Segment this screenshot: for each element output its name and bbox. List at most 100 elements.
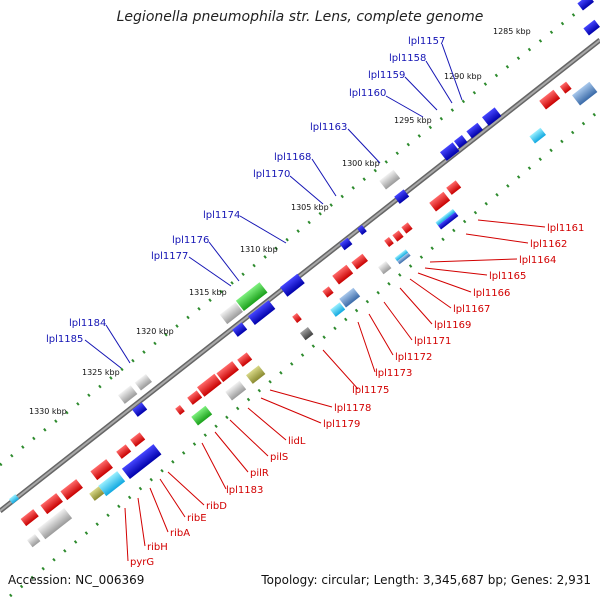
gene-label-lpl1158: lpl1158 bbox=[389, 53, 426, 64]
gene-block bbox=[482, 107, 502, 126]
gene-block bbox=[572, 81, 598, 106]
kbp-tick-label: 1315 kbp bbox=[189, 288, 227, 297]
gene-block bbox=[248, 300, 276, 325]
gene-label-ribD: ribD bbox=[206, 501, 227, 512]
gene-block bbox=[330, 302, 346, 317]
gene-block bbox=[435, 208, 459, 230]
gene-block bbox=[401, 222, 413, 234]
gene-block bbox=[98, 471, 126, 497]
gene-label-lpl1167: lpl1167 bbox=[453, 304, 490, 315]
gene-block bbox=[453, 134, 468, 149]
gene-block bbox=[339, 287, 361, 308]
gene-label-ribH: ribH bbox=[147, 542, 168, 553]
kbp-tick-label: 1295 kbp bbox=[394, 116, 432, 125]
gene-block bbox=[339, 237, 353, 251]
gene-block bbox=[134, 373, 152, 391]
gene-label-lpl1175: lpl1175 bbox=[352, 385, 389, 396]
blue-gene-labels: lpl1157 lpl1158 lpl1159 lpl1160 lpl1163 … bbox=[46, 36, 463, 369]
accession-text: Accession: NC_006369 bbox=[8, 573, 145, 587]
gene-block bbox=[90, 459, 113, 481]
gene-block bbox=[322, 286, 334, 298]
gene-block bbox=[197, 373, 222, 397]
gene-label-lpl1183: lpl1183 bbox=[226, 485, 263, 496]
gene-label-lpl1164: lpl1164 bbox=[519, 255, 556, 266]
gene-block bbox=[130, 432, 146, 447]
gene-label-lpl1176: lpl1176 bbox=[172, 235, 209, 246]
gene-label-lpl1177: lpl1177 bbox=[151, 251, 188, 262]
gene-block bbox=[232, 322, 248, 337]
gene-block bbox=[466, 122, 483, 139]
gene-label-lpl1174: lpl1174 bbox=[203, 210, 240, 221]
gene-block bbox=[225, 380, 247, 401]
gene-block bbox=[351, 253, 368, 270]
gene-block bbox=[392, 230, 404, 242]
gene-block bbox=[446, 180, 462, 195]
gene-block bbox=[89, 486, 105, 501]
gene-block bbox=[440, 142, 460, 161]
gene-label-lpl1171: lpl1171 bbox=[414, 336, 451, 347]
gene-block bbox=[37, 508, 73, 540]
gene-block bbox=[187, 390, 203, 405]
gene-label-ribA: ribA bbox=[170, 528, 190, 539]
kbp-tick-labels: 1285 kbp 1290 kbp 1295 kbp 1300 kbp 1305… bbox=[29, 27, 531, 416]
kbp-tick-label: 1320 kbp bbox=[136, 327, 174, 336]
kbp-tick-label: 1330 kbp bbox=[29, 407, 67, 416]
gene-label-lpl1165: lpl1165 bbox=[489, 271, 526, 282]
gene-label-lpl1185: lpl1185 bbox=[46, 334, 83, 345]
gene-block bbox=[379, 169, 401, 190]
gene-block bbox=[292, 313, 302, 323]
gene-block bbox=[40, 493, 63, 515]
gene-label-lpl1162: lpl1162 bbox=[530, 239, 567, 250]
gene-label-lpl1184: lpl1184 bbox=[69, 318, 106, 329]
kbp-tick-label: 1325 kbp bbox=[82, 368, 120, 377]
kbp-tick-label: 1305 kbp bbox=[291, 203, 329, 212]
gene-block bbox=[246, 365, 266, 384]
gene-label-pilS: pilS bbox=[270, 452, 288, 463]
gene-block bbox=[235, 282, 268, 311]
gene-label-lpl1160: lpl1160 bbox=[349, 88, 386, 99]
gene-label-lpl1157: lpl1157 bbox=[408, 36, 445, 47]
gene-label-lpl1178: lpl1178 bbox=[334, 403, 371, 414]
gene-block bbox=[20, 509, 39, 527]
gene-block bbox=[394, 249, 411, 265]
gene-block bbox=[357, 225, 367, 235]
gene-block bbox=[219, 302, 243, 325]
gene-label-lpl1170: lpl1170 bbox=[253, 169, 290, 180]
gene-label-lpl1163: lpl1163 bbox=[310, 122, 347, 133]
gene-block bbox=[26, 533, 41, 548]
kbp-tick-label: 1300 kbp bbox=[342, 159, 380, 168]
kbp-tick-label: 1285 kbp bbox=[493, 27, 531, 36]
gene-label-lidL: lidL bbox=[288, 436, 306, 447]
gene-label-pilR: pilR bbox=[250, 468, 269, 479]
outer-gene-track bbox=[9, 0, 600, 504]
gene-block bbox=[299, 326, 314, 341]
gene-block bbox=[429, 191, 451, 212]
map-title: Legionella pneumophila str. Lens, comple… bbox=[116, 9, 484, 25]
gene-block bbox=[216, 361, 239, 383]
genome-summary-text: Topology: circular; Length: 3,345,687 bp… bbox=[261, 573, 591, 587]
kbp-tick-label: 1310 kbp bbox=[240, 245, 278, 254]
gene-label-lpl1166: lpl1166 bbox=[473, 288, 510, 299]
gene-label-lpl1179: lpl1179 bbox=[323, 419, 360, 430]
gene-block bbox=[132, 402, 148, 417]
gene-block bbox=[60, 479, 83, 501]
gene-label-lpl1159: lpl1159 bbox=[368, 70, 405, 81]
gene-label-lpl1169: lpl1169 bbox=[434, 320, 471, 331]
gene-block bbox=[384, 237, 394, 247]
outer-tick-track bbox=[0, 0, 591, 467]
gene-block bbox=[394, 189, 410, 204]
gene-label-pyrG: pyrG bbox=[130, 557, 154, 568]
gene-block bbox=[529, 127, 546, 144]
gene-label-lpl1172: lpl1172 bbox=[395, 352, 432, 363]
gene-block bbox=[118, 385, 138, 404]
kbp-tick-label: 1290 kbp bbox=[444, 72, 482, 81]
gene-block bbox=[175, 405, 185, 415]
gene-block bbox=[377, 260, 392, 275]
gene-block bbox=[191, 405, 213, 426]
gene-label-lpl1161: lpl1161 bbox=[547, 223, 584, 234]
red-gene-labels: lpl1161 lpl1162 lpl1164 lpl1165 lpl1166 … bbox=[124, 219, 584, 568]
gene-label-ribE: ribE bbox=[187, 513, 207, 524]
gene-block bbox=[577, 0, 594, 11]
gene-block bbox=[237, 352, 253, 367]
